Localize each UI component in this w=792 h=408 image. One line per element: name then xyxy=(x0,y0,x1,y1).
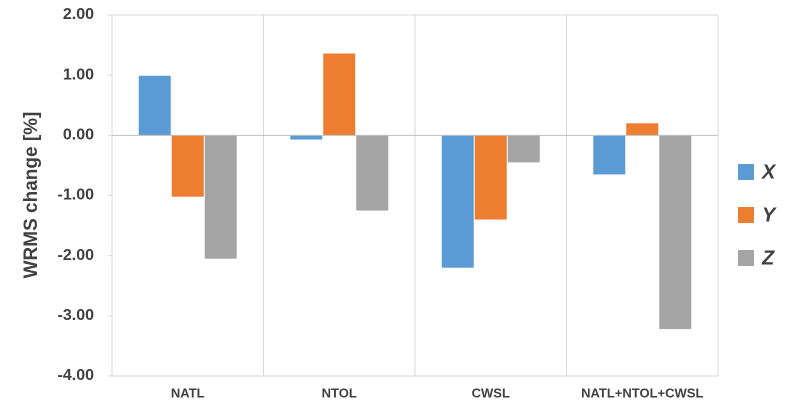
y-axis-label: WRMS change [%] xyxy=(21,112,42,279)
y-tick-label: -2.00 xyxy=(58,247,95,264)
bar xyxy=(323,53,356,136)
bar xyxy=(626,123,659,136)
x-tick-label: NATL+NTOL+CWSL xyxy=(581,385,703,400)
y-tick-label: -1.00 xyxy=(58,187,95,204)
bar xyxy=(138,75,171,136)
bar xyxy=(204,135,237,259)
x-tick-label: NTOL xyxy=(322,385,357,400)
bar xyxy=(507,135,540,163)
bar xyxy=(659,135,692,330)
bar xyxy=(593,135,626,175)
y-tick-label: 2.00 xyxy=(63,6,94,23)
legend-swatch xyxy=(738,164,754,180)
legend-label: Z xyxy=(761,247,775,269)
y-tick-label: 0.00 xyxy=(63,127,94,144)
bar xyxy=(290,135,323,140)
legend-label: Y xyxy=(762,204,777,226)
y-tick-label: -3.00 xyxy=(58,307,95,324)
legend-swatch xyxy=(738,250,754,266)
bar xyxy=(171,135,204,197)
x-tick-label: NATL xyxy=(171,385,205,400)
bar xyxy=(474,135,507,220)
bar xyxy=(441,135,474,268)
bar xyxy=(356,135,389,211)
y-tick-label: 1.00 xyxy=(63,66,94,83)
legend-label: X xyxy=(761,161,777,183)
x-tick-label: CWSL xyxy=(472,385,510,400)
y-tick-label: -4.00 xyxy=(58,367,95,384)
legend-swatch xyxy=(738,207,754,223)
